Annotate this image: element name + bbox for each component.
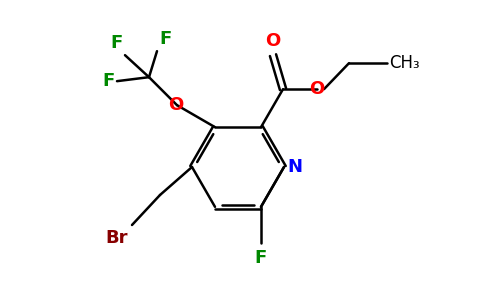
Text: N: N bbox=[287, 158, 302, 176]
Text: F: F bbox=[103, 72, 115, 90]
Text: F: F bbox=[159, 30, 171, 48]
Text: O: O bbox=[168, 96, 183, 114]
Text: Br: Br bbox=[106, 229, 128, 247]
Text: F: F bbox=[111, 34, 123, 52]
Text: F: F bbox=[255, 249, 267, 267]
Text: O: O bbox=[265, 32, 281, 50]
Text: O: O bbox=[309, 80, 325, 98]
Text: CH₃: CH₃ bbox=[389, 54, 420, 72]
